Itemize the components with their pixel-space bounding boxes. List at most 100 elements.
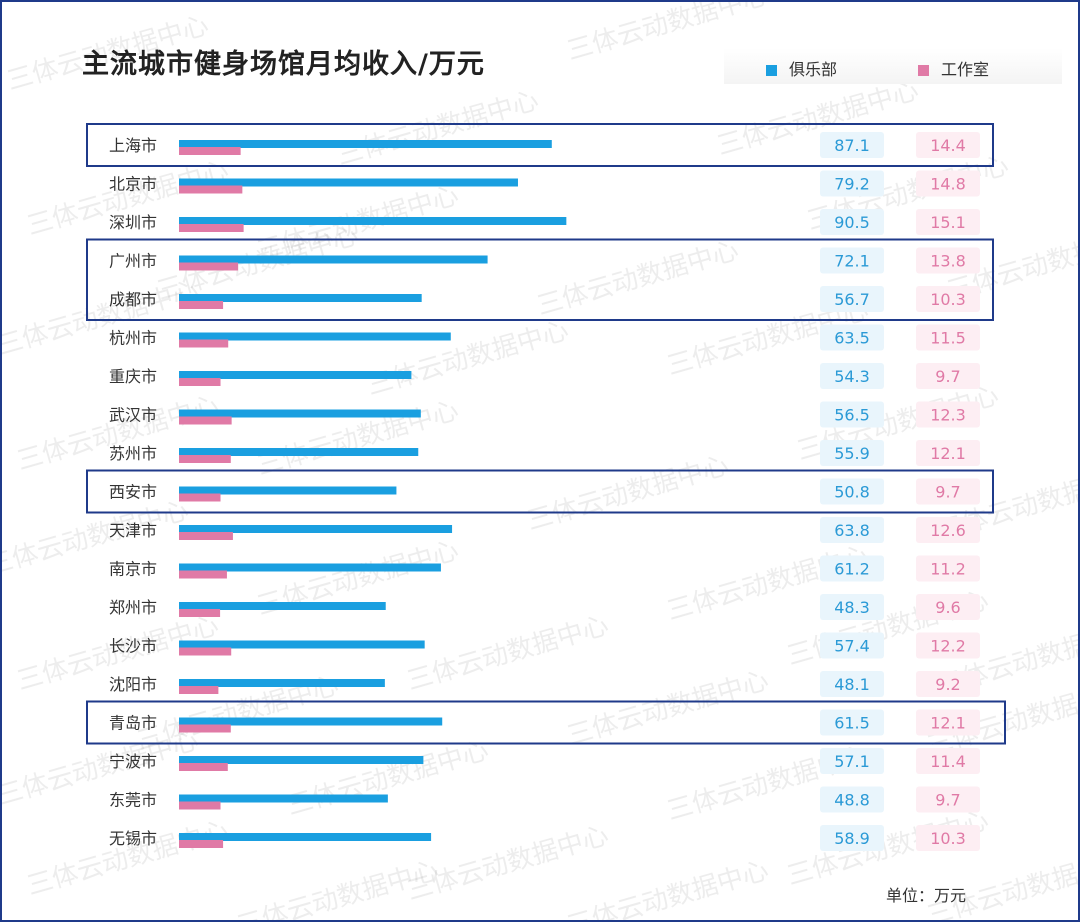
data-label-studio: 10.3 xyxy=(930,829,966,848)
category-label: 宁波市 xyxy=(109,752,157,771)
legend-swatch-studio xyxy=(918,65,929,76)
value-box-studio xyxy=(916,748,980,774)
value-box-club xyxy=(820,286,884,312)
value-box-club xyxy=(820,786,884,813)
bar-club xyxy=(179,717,443,726)
category-label: 长沙市 xyxy=(109,637,157,656)
data-label-club: 57.4 xyxy=(834,637,870,656)
legend: 俱乐部 工作室 xyxy=(724,48,1062,84)
bar-studio xyxy=(179,416,232,425)
bar-club xyxy=(179,140,552,148)
data-label-studio: 11.2 xyxy=(930,560,966,579)
highlight-box xyxy=(86,469,994,514)
value-box-studio xyxy=(916,324,980,351)
bar-studio xyxy=(179,763,228,771)
value-box-studio xyxy=(916,671,980,697)
value-box-studio xyxy=(916,286,980,312)
value-box-studio xyxy=(916,209,980,235)
data-label-studio: 12.6 xyxy=(930,521,966,540)
category-label: 西安市 xyxy=(109,483,157,502)
legend-item-club: 俱乐部 xyxy=(766,56,837,80)
value-box-studio xyxy=(916,363,980,389)
bar-club xyxy=(179,794,388,803)
value-box-studio xyxy=(916,825,980,851)
value-box-club xyxy=(820,324,884,351)
chart-title: 主流城市健身场馆月均收入/万元 xyxy=(82,49,485,80)
bar-studio xyxy=(179,686,219,694)
bar-club xyxy=(179,602,386,610)
value-box-club xyxy=(820,247,884,274)
data-label-club: 90.5 xyxy=(834,213,870,232)
category-label: 天津市 xyxy=(109,521,157,540)
bar-studio xyxy=(179,185,243,194)
bar-studio xyxy=(179,378,221,386)
bar-studio xyxy=(179,455,231,463)
bar-studio xyxy=(179,840,224,848)
data-label-club: 87.1 xyxy=(834,136,870,155)
value-box-club xyxy=(820,170,884,197)
data-label-studio: 15.1 xyxy=(930,213,966,232)
value-box-studio xyxy=(916,247,980,274)
category-label: 青岛市 xyxy=(109,714,157,733)
data-label-club: 56.7 xyxy=(834,290,870,309)
legend-label-studio: 工作室 xyxy=(941,60,990,79)
legend-item-studio: 工作室 xyxy=(918,56,989,80)
bar-club xyxy=(179,448,419,456)
bar-studio xyxy=(179,609,221,617)
bar-club xyxy=(179,255,488,264)
bar-studio xyxy=(179,301,224,309)
data-label-studio: 9.6 xyxy=(935,598,960,617)
data-label-club: 48.8 xyxy=(834,791,870,810)
value-box-studio xyxy=(916,401,980,428)
bar-studio xyxy=(179,493,221,502)
value-box-studio xyxy=(916,517,980,543)
value-box-studio xyxy=(916,478,980,505)
data-label-studio: 9.7 xyxy=(935,367,960,386)
bar-club xyxy=(179,640,425,649)
category-label: 武汉市 xyxy=(109,406,157,425)
value-box-club xyxy=(820,825,884,851)
data-label-club: 48.1 xyxy=(834,675,870,694)
data-label-studio: 12.1 xyxy=(930,444,966,463)
data-label-club: 72.1 xyxy=(834,252,870,271)
value-box-club xyxy=(820,709,884,736)
data-label-studio: 11.4 xyxy=(930,752,966,771)
bar-club xyxy=(179,756,424,764)
bar-club xyxy=(179,178,518,187)
data-label-club: 48.3 xyxy=(834,598,870,617)
value-box-club xyxy=(820,440,884,466)
category-label: 深圳市 xyxy=(109,213,157,232)
highlight-box xyxy=(86,238,994,321)
data-label-club: 61.5 xyxy=(834,714,870,733)
bar-club xyxy=(179,679,385,687)
data-label-studio: 9.2 xyxy=(935,675,960,694)
data-label-club: 50.8 xyxy=(834,483,870,502)
bar-studio xyxy=(179,339,229,348)
bar-club xyxy=(179,486,397,495)
bar-club xyxy=(179,409,421,418)
category-label: 沈阳市 xyxy=(109,675,157,694)
value-box-studio xyxy=(916,555,980,582)
category-label: 上海市 xyxy=(109,136,157,155)
value-box-club xyxy=(820,478,884,505)
value-box-club xyxy=(820,555,884,582)
value-box-club xyxy=(820,671,884,697)
bar-club xyxy=(179,371,412,379)
data-label-studio: 9.7 xyxy=(935,483,960,502)
bar-studio xyxy=(179,647,232,656)
data-label-club: 61.2 xyxy=(834,560,870,579)
data-label-studio: 10.3 xyxy=(930,290,966,309)
value-box-studio xyxy=(916,632,980,659)
data-label-studio: 9.7 xyxy=(935,791,960,810)
bar-club xyxy=(179,833,432,841)
data-label-studio: 11.5 xyxy=(930,329,966,348)
category-label: 广州市 xyxy=(109,252,157,271)
value-box-studio xyxy=(916,170,980,197)
data-label-club: 56.5 xyxy=(834,406,870,425)
data-label-club: 54.3 xyxy=(834,367,870,386)
value-box-studio xyxy=(916,132,980,158)
bar-studio xyxy=(179,532,233,540)
value-box-studio xyxy=(916,709,980,736)
category-label: 南京市 xyxy=(109,560,157,579)
